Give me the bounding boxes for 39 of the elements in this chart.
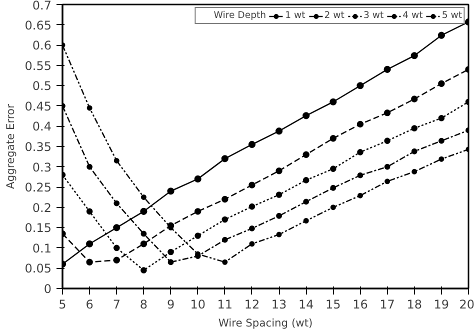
- y-tick-label: 0.4: [32, 120, 52, 134]
- x-tick-label: 20: [459, 298, 474, 312]
- x-tick-label: 7: [112, 298, 120, 312]
- x-tick-label: 12: [244, 298, 260, 312]
- y-tick-label: 0.1: [32, 241, 52, 256]
- x-tick-label: 15: [326, 298, 341, 312]
- x-tick-label: 14: [298, 298, 314, 312]
- x-tick-label: 19: [434, 298, 450, 312]
- x-tick-label: 17: [380, 298, 395, 312]
- legend-label: 4 wt: [402, 10, 423, 21]
- y-tick-label: 0.65: [24, 18, 52, 32]
- x-tick-label: 9: [166, 298, 175, 312]
- x-tick-label: 5: [58, 298, 66, 312]
- x-tick-label: 10: [190, 298, 206, 312]
- x-tick-label: 6: [86, 298, 94, 312]
- y-tick-label: 0.2: [32, 200, 52, 215]
- y-tick-label: 0.5: [32, 79, 52, 94]
- x-tick-label: 16: [352, 298, 368, 312]
- legend-label: 3 wt: [363, 10, 384, 21]
- x-tick-label: 18: [406, 298, 422, 312]
- y-tick-label: 0.6: [32, 38, 52, 53]
- y-tick-label: 0.3: [32, 160, 52, 174]
- y-tick-label: 0.7: [32, 0, 52, 12]
- legend-title: Wire Depth: [214, 10, 266, 21]
- y-tick-label: 0.35: [24, 140, 52, 154]
- x-tick-label: 11: [217, 298, 233, 312]
- y-tick-label: 0.55: [24, 58, 52, 73]
- x-axis-title: Wire Spacing (wt): [218, 316, 313, 330]
- y-tick-label: 0.15: [24, 221, 52, 236]
- legend-label: 5 wt: [442, 10, 462, 21]
- x-tick-label: 13: [271, 298, 287, 312]
- y-tick-label: 0.45: [24, 99, 52, 114]
- legend-label: 1 wt: [285, 10, 306, 21]
- legend-label: 2 wt: [324, 10, 344, 21]
- y-axis-title: Aggregate Error: [4, 103, 17, 189]
- y-tick-label: 0.05: [24, 262, 52, 276]
- x-tick-label: 8: [140, 298, 148, 312]
- y-tick-label: 0: [44, 282, 52, 296]
- y-tick-label: 0.25: [24, 180, 52, 195]
